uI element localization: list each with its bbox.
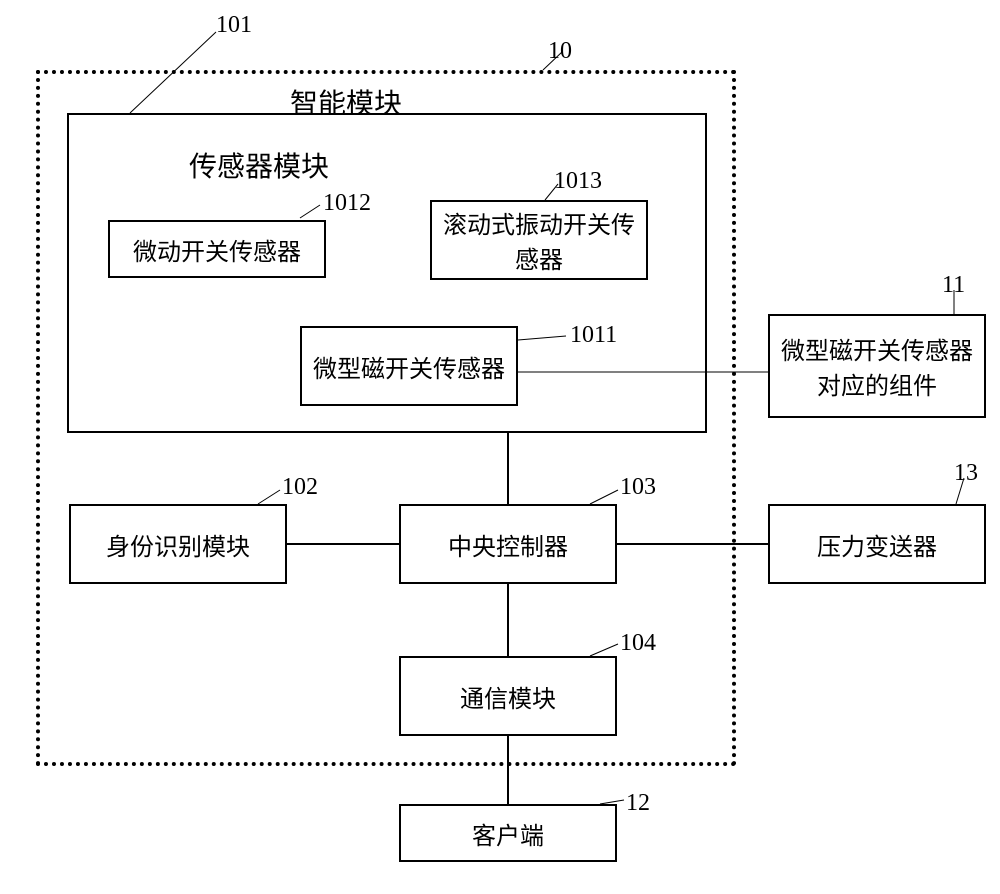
mag-switch-comp-label: 微型磁开关传感器对应的组件 [778, 331, 976, 401]
micro-switch-sensor-label: 微动开关传感器 [133, 232, 301, 267]
ref-1013: 1013 [554, 168, 602, 195]
sensor-module-title: 传感器模块 [189, 145, 329, 185]
ref-1011: 1011 [570, 322, 617, 349]
rolling-vib-sensor-box: 滚动式振动开关传感器 [430, 200, 648, 280]
ref-104: 104 [620, 630, 656, 657]
ref-12: 12 [626, 790, 650, 817]
micro-mag-sensor-label: 微型磁开关传感器 [313, 349, 505, 384]
mag-switch-comp-box: 微型磁开关传感器对应的组件 [768, 314, 986, 418]
rolling-vib-sensor-label: 滚动式振动开关传感器 [440, 205, 638, 275]
identity-module-label: 身份识别模块 [106, 527, 250, 562]
ref-101: 101 [216, 12, 252, 39]
comm-module-label: 通信模块 [460, 679, 556, 714]
ref-103: 103 [620, 474, 656, 501]
ref-10: 10 [548, 38, 572, 65]
ref-13: 13 [954, 460, 978, 487]
micro-mag-sensor-box: 微型磁开关传感器 [300, 326, 518, 406]
pressure-transmitter-label: 压力变送器 [817, 527, 937, 562]
ref-11: 11 [942, 272, 965, 299]
ref-1012: 1012 [323, 190, 371, 217]
ref-102: 102 [282, 474, 318, 501]
pressure-transmitter-box: 压力变送器 [768, 504, 986, 584]
client-label: 客户端 [472, 816, 544, 851]
client-box: 客户端 [399, 804, 617, 862]
identity-module-box: 身份识别模块 [69, 504, 287, 584]
central-controller-label: 中央控制器 [448, 527, 568, 562]
comm-module-box: 通信模块 [399, 656, 617, 736]
micro-switch-sensor-box: 微动开关传感器 [108, 220, 326, 278]
central-controller-box: 中央控制器 [399, 504, 617, 584]
